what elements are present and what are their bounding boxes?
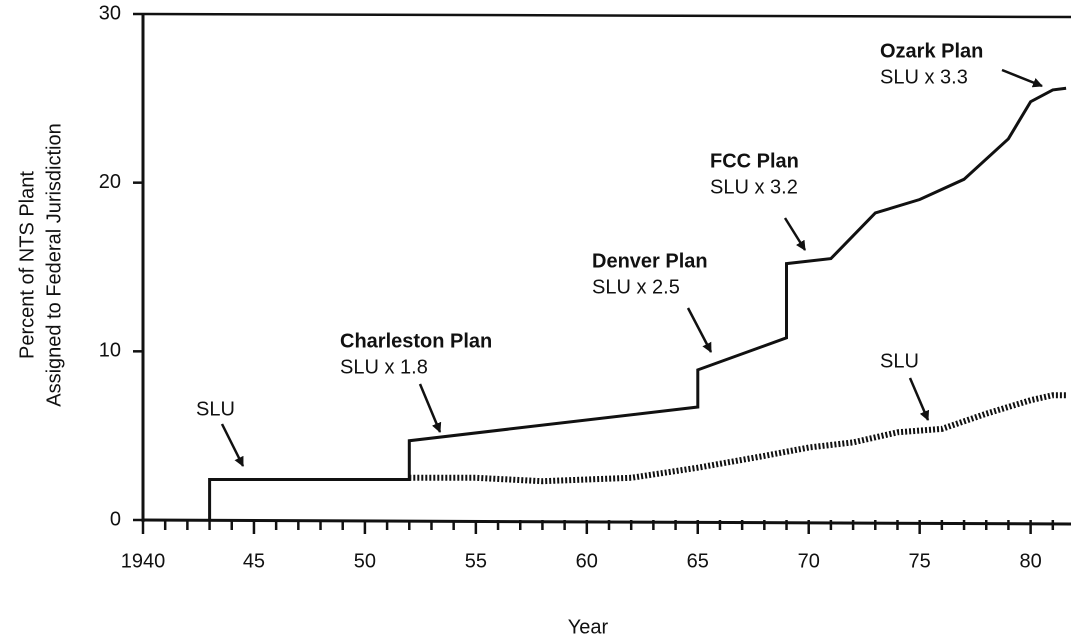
x-tick-label: 75 [909,550,931,572]
annotation-title: FCC Plan [710,150,799,172]
annotation-arrow [418,383,442,433]
x-tick-label: 70 [798,550,820,572]
y-axis-label: Percent of NTS Plant [16,171,38,359]
annotation-text: SLU x 2.5 [592,276,680,298]
x-tick-label: 55 [465,550,487,572]
x-axis-label: Year [568,616,609,638]
x-tick-label: 1940 [121,550,166,572]
data-line [208,86,1067,520]
x-tick-label: 60 [576,550,598,572]
annotation-arrow [220,423,245,467]
annotation-title: Ozark Plan [880,40,983,62]
y-tick-label: 10 [99,340,121,362]
annotation-arrow [1001,68,1043,88]
x-tick-label: 65 [687,550,709,572]
annotation-text: SLU x 3.3 [880,66,968,88]
x-tick-label: 45 [243,550,265,572]
annotation-text: SLU [880,350,919,372]
annotation-arrow [908,377,930,421]
annotation-arrow [686,307,713,353]
annotation-title: Charleston Plan [340,330,492,352]
annotation-title: Denver Plan [592,250,708,272]
axis-line [142,12,1071,19]
y-tick-label: 20 [99,171,121,193]
y-tick-label: 0 [110,508,121,530]
annotation-text: SLU x 1.8 [340,356,428,378]
axis-line [142,518,1071,526]
data-line [409,392,1067,485]
x-tick-label: 80 [1019,550,1041,572]
y-axis-label: Assigned to Federal Jurisdiction [43,123,65,406]
x-tick-label: 50 [354,550,376,572]
annotation-text: SLU [196,398,235,420]
annotation-text: SLU x 3.2 [710,176,798,198]
y-tick-label: 30 [99,2,121,24]
annotation-arrow [783,217,807,251]
